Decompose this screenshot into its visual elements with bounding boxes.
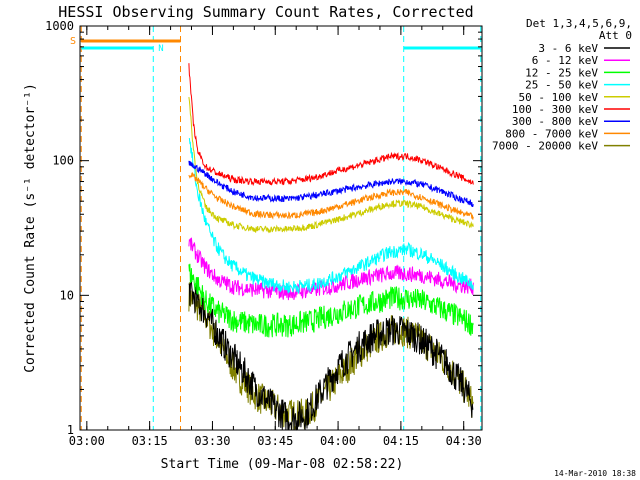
series-25-50keV (188, 138, 474, 295)
legend-label-5: 100 - 300 keV (512, 103, 598, 116)
series-line (188, 160, 474, 207)
legend-label-4: 50 - 100 keV (519, 91, 599, 104)
x-tick-label-2: 03:30 (194, 434, 230, 448)
y-tick-label-3: 1000 (45, 19, 74, 33)
x-tick-label-1: 03:15 (132, 434, 168, 448)
series-line (188, 63, 474, 187)
series-line (188, 172, 474, 220)
night-label: N (158, 44, 163, 54)
series-line (188, 276, 474, 431)
chart-title: HESSI Observing Summary Count Rates, Cor… (58, 3, 473, 21)
series-50-100keV (188, 97, 474, 234)
series-12-25keV (188, 263, 474, 338)
series-3-6keV (188, 276, 474, 431)
legend-label-0: 3 - 6 keV (538, 42, 598, 55)
x-tick-label-5: 04:15 (383, 434, 419, 448)
x-tick-label-6: 04:30 (446, 434, 482, 448)
y-tick-label-1: 10 (60, 288, 74, 302)
y-tick-label-2: 100 (52, 154, 74, 168)
legend-label-3: 25 - 50 keV (525, 79, 598, 92)
x-tick-label-4: 04:00 (320, 434, 356, 448)
series-line (188, 237, 474, 301)
legend-label-2: 12 - 25 keV (525, 66, 598, 79)
legend-label-1: 6 - 12 keV (532, 54, 599, 67)
series-line (188, 138, 474, 295)
timestamp: 14-Mar-2010 18:38 (554, 469, 636, 478)
y-tick-label-0: 1 (67, 423, 74, 437)
series-300-800keV (188, 160, 474, 207)
legend-label-8: 7000 - 20000 keV (492, 140, 598, 153)
series-800-7000keV (188, 172, 474, 220)
legend-header-line-2: Att 0 (599, 29, 632, 42)
axes: 1 10 100 1000 03:00 03:15 03:30 03:45 04:00 04:15… (45, 19, 483, 448)
legend-label-7: 800 - 7000 keV (505, 127, 598, 140)
data-series (188, 63, 474, 431)
series-line (188, 97, 474, 234)
series-6-12keV (188, 237, 474, 301)
series-line (188, 263, 474, 338)
legend-header-line-1: Det 1,3,4,5,6,9, (526, 17, 632, 30)
x-tick-label-3: 03:45 (257, 434, 293, 448)
saa-label: S (70, 36, 76, 47)
x-axis-label: Start Time (09-Mar-08 02:58:22) (161, 457, 404, 472)
legend-label-6: 300 - 800 keV (512, 115, 598, 128)
flag-bars: SN (70, 26, 482, 430)
series-100-300keV (188, 63, 474, 187)
x-tick-label-0: 03:00 (69, 434, 105, 448)
y-axis-label: Corrected Count Rate (s⁻¹ detector⁻¹) (23, 83, 38, 373)
plot-frame (79, 25, 483, 431)
